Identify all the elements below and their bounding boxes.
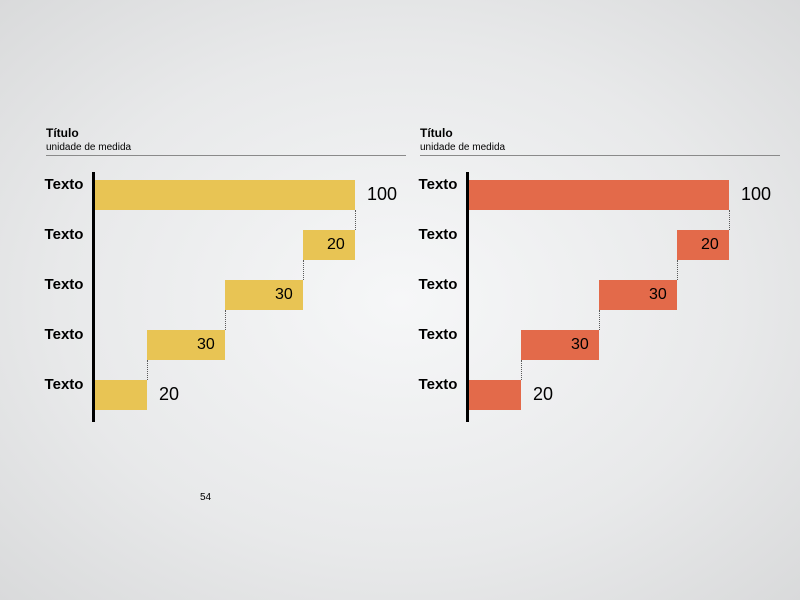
chart-plot-area: Texto100Texto20Texto30Texto30Texto20 (92, 172, 406, 422)
page-number: 54 (200, 492, 211, 503)
chart-row: Texto100 (466, 172, 780, 222)
chart-row: Texto30 (92, 322, 406, 372)
chart-plot-area: Texto100Texto20Texto30Texto30Texto20 (466, 172, 780, 422)
row-label: Texto (44, 376, 84, 393)
value-label: 20 (159, 384, 179, 405)
chart-row: Texto20 (92, 222, 406, 272)
chart-row: Texto30 (466, 272, 780, 322)
row-label: Texto (418, 176, 458, 193)
row-label: Texto (44, 226, 84, 243)
value-label: 20 (327, 236, 345, 254)
value-label: 30 (197, 336, 215, 354)
row-label: Texto (44, 326, 84, 343)
row-label: Texto (418, 276, 458, 293)
value-label: 30 (275, 286, 293, 304)
chart-subtitle: unidade de medida (420, 142, 780, 153)
row-label: Texto (44, 176, 84, 193)
chart-row: Texto20 (466, 372, 780, 422)
chart-row: Texto20 (92, 372, 406, 422)
chart-rule (46, 155, 406, 156)
value-label: 20 (701, 236, 719, 254)
chart-rule (420, 155, 780, 156)
value-label: 20 (533, 384, 553, 405)
bar (469, 380, 521, 410)
chart-row: Texto30 (466, 322, 780, 372)
chart-row: Texto20 (466, 222, 780, 272)
waterfall-chart-right: Título unidade de medida Texto100Texto20… (420, 126, 780, 422)
value-label: 100 (367, 184, 397, 205)
row-label: Texto (418, 376, 458, 393)
chart-row: Texto30 (92, 272, 406, 322)
chart-row: Texto100 (92, 172, 406, 222)
row-label: Texto (418, 226, 458, 243)
waterfall-chart-left: Título unidade de medida Texto100Texto20… (46, 126, 406, 422)
chart-title: Título (420, 126, 780, 140)
value-label: 30 (649, 286, 667, 304)
row-label: Texto (418, 326, 458, 343)
chart-title: Título (46, 126, 406, 140)
row-label: Texto (44, 276, 84, 293)
chart-subtitle: unidade de medida (46, 142, 406, 153)
value-label: 30 (571, 336, 589, 354)
slide-canvas: Título unidade de medida Texto100Texto20… (0, 0, 800, 600)
bar (95, 180, 355, 210)
bar (95, 380, 147, 410)
bar (469, 180, 729, 210)
value-label: 100 (741, 184, 771, 205)
